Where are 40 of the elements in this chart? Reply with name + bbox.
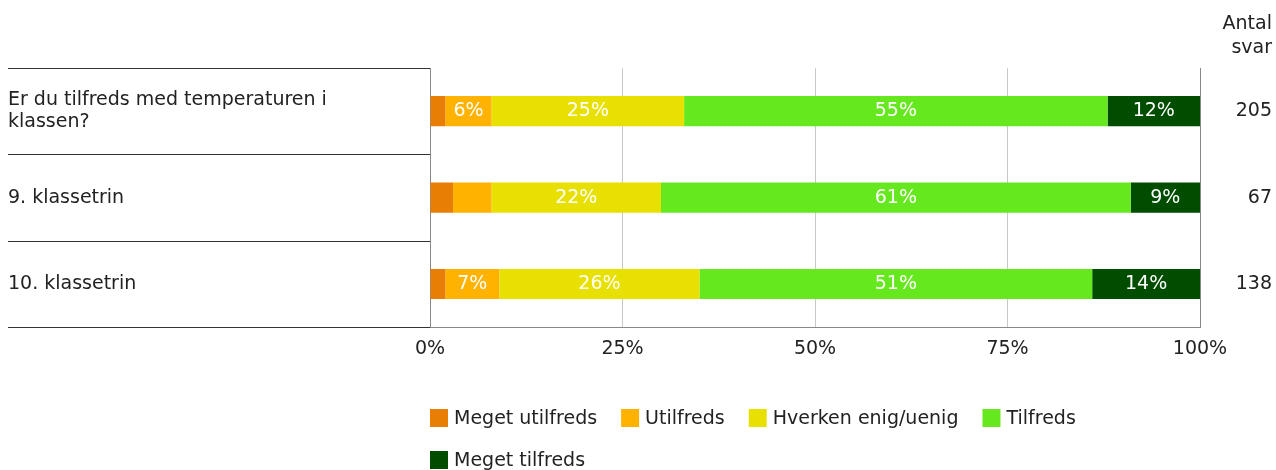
bar — [453, 182, 492, 213]
bar — [1092, 268, 1200, 300]
data-label: 55% — [874, 98, 917, 121]
x-tick-label: 50% — [793, 335, 837, 358]
y-tick-label: 10. klassetrin — [8, 270, 137, 293]
x-tick-label: 25% — [601, 335, 644, 358]
y-tick-label: 9. klassetrin — [8, 184, 125, 207]
data-label: 7% — [457, 270, 488, 293]
data-label: 51% — [874, 270, 917, 293]
bar — [430, 96, 446, 127]
legend-label: Utilfreds — [645, 405, 725, 428]
bar — [430, 182, 454, 213]
legend-label: Meget utilfreds — [454, 405, 598, 428]
bar — [491, 96, 685, 127]
bar — [1130, 182, 1200, 213]
bar — [699, 268, 1093, 300]
text: 67 — [1247, 184, 1272, 207]
text: 138 — [1235, 270, 1272, 293]
text: Antal svar — [1222, 10, 1273, 57]
bar — [491, 182, 661, 213]
data-label: 61% — [874, 184, 917, 207]
bar — [499, 268, 700, 300]
data-label: 22% — [555, 184, 598, 207]
data-label: 12% — [1132, 98, 1175, 121]
data-label: 26% — [578, 270, 621, 293]
data-label: 6% — [453, 98, 484, 121]
x-tick-label: 75% — [986, 335, 1029, 358]
data-label: 14% — [1124, 270, 1168, 293]
x-tick-label: 100% — [1172, 335, 1228, 358]
x-tick-label: 0% — [414, 335, 446, 358]
text: 205 — [1235, 98, 1272, 121]
data-label: 25% — [566, 98, 609, 121]
bar — [684, 96, 1108, 127]
legend-label: Tilfreds — [1005, 405, 1076, 428]
legend-label: Meget tilfreds — [454, 447, 586, 470]
data-label: 9% — [1150, 184, 1181, 207]
bar — [430, 268, 446, 300]
y-tick-label: Er du tilfreds med temperaturen i klassen? — [8, 87, 327, 132]
legend-label: Hverken enig/uenig — [772, 405, 959, 428]
bar — [661, 182, 1131, 213]
